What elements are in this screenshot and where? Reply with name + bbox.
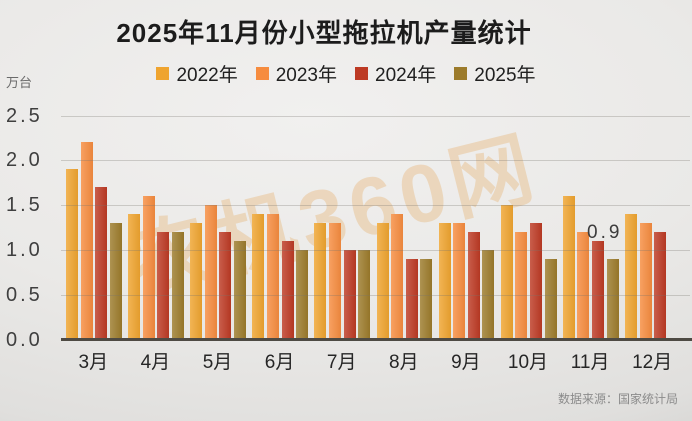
bar-3月-2023年 [80, 142, 93, 340]
gridline [61, 249, 690, 251]
legend-label: 2025年 [474, 65, 536, 86]
bar-5月-2025年 [234, 240, 246, 340]
legend-label: 2022年 [176, 65, 238, 86]
x-axis-label-11月: 11月 [570, 352, 610, 373]
bar-7月-2022年 [314, 223, 327, 340]
bar-11月-2024年 [592, 240, 604, 340]
x-axis-label-7月: 7月 [326, 352, 357, 373]
legend-swatch [454, 67, 468, 80]
bar-10月-2022年 [500, 205, 513, 340]
bar-4月-2022年 [128, 214, 141, 340]
x-axis-label-10月: 10月 [507, 352, 549, 373]
bar-8月-2022年 [376, 223, 389, 340]
bar-3月-2022年 [66, 169, 78, 340]
bar-6月-2022年 [252, 214, 265, 340]
legend-swatch [255, 67, 269, 80]
y-tick-label: 0.5 [6, 283, 43, 306]
bar-4月-2023年 [142, 196, 155, 340]
bar-6月-2025年 [296, 249, 309, 340]
bar-7月-2024年 [343, 249, 356, 340]
data-label-nov-2025: 0.9 [587, 222, 623, 243]
x-axis-label-8月: 8月 [389, 352, 419, 373]
y-tick-label: 2.0 [6, 149, 43, 172]
bar-10月-2023年 [515, 231, 528, 340]
bar-6月-2023年 [266, 214, 279, 340]
bar-9月-2025年 [482, 249, 495, 340]
gridline [61, 205, 690, 207]
bar-3月-2024年 [95, 187, 108, 340]
bar-11月-2023年 [577, 231, 590, 340]
y-tick-label: 1.5 [6, 194, 43, 217]
x-axis-label-5月: 5月 [202, 352, 233, 373]
legend: 2022年 2023年 2024年 2025年 [0, 60, 692, 87]
x-axis-label-9月: 9月 [451, 352, 481, 373]
legend-item-2023年: 2023年 [255, 60, 337, 87]
bar-11月-2022年 [562, 196, 575, 340]
bar-9月-2022年 [438, 223, 451, 340]
legend-label: 2024年 [375, 65, 437, 86]
bar-9月-2024年 [467, 231, 480, 340]
legend-item-2022年: 2022年 [156, 60, 238, 87]
bar-8月-2024年 [405, 258, 418, 340]
bar-8月-2025年 [420, 258, 433, 340]
chart-title: 2025年11月份小型拖拉机产量统计 [116, 18, 532, 48]
bar-10月-2024年 [529, 223, 542, 340]
data-source-caption: 数据来源：国家统计局 [557, 392, 678, 406]
gridline [61, 160, 690, 162]
legend-item-2025年: 2025年 [454, 60, 536, 87]
bar-12月-2022年 [624, 214, 637, 340]
gridline [61, 294, 690, 296]
bar-9月-2023年 [453, 223, 466, 340]
legend-label: 2023年 [275, 65, 337, 86]
legend-swatch [355, 67, 368, 80]
bar-5月-2022年 [190, 223, 203, 340]
legend-swatch [156, 67, 170, 80]
bar-3月-2025年 [109, 223, 122, 340]
y-tick-label: 0.0 [6, 328, 43, 351]
bar-10月-2025年 [544, 258, 557, 340]
y-tick-label: 1.0 [6, 238, 43, 261]
bar-12月-2023年 [639, 223, 652, 340]
bar-7月-2025年 [358, 249, 371, 340]
y-axis-unit-label: 万台 [6, 75, 33, 90]
bar-5月-2023年 [204, 205, 217, 340]
x-axis-label-3月: 3月 [78, 352, 109, 373]
x-axis-label-6月: 6月 [264, 352, 295, 373]
y-tick-label: 2.5 [6, 104, 43, 127]
x-axis-label-12月: 12月 [632, 352, 673, 373]
bar-5月-2024年 [219, 231, 232, 340]
bar-6月-2024年 [281, 240, 294, 340]
bar-4月-2024年 [157, 231, 170, 340]
legend-item-2024年: 2024年 [355, 60, 436, 87]
bar-7月-2023年 [329, 223, 341, 340]
bar-4月-2025年 [171, 231, 184, 340]
bar-8月-2023年 [391, 214, 404, 340]
x-axis-label-4月: 4月 [140, 352, 171, 373]
bar-12月-2024年 [654, 231, 667, 340]
x-axis-line [61, 338, 692, 341]
gridline [61, 115, 690, 117]
bar-11月-2025年 [606, 258, 619, 340]
